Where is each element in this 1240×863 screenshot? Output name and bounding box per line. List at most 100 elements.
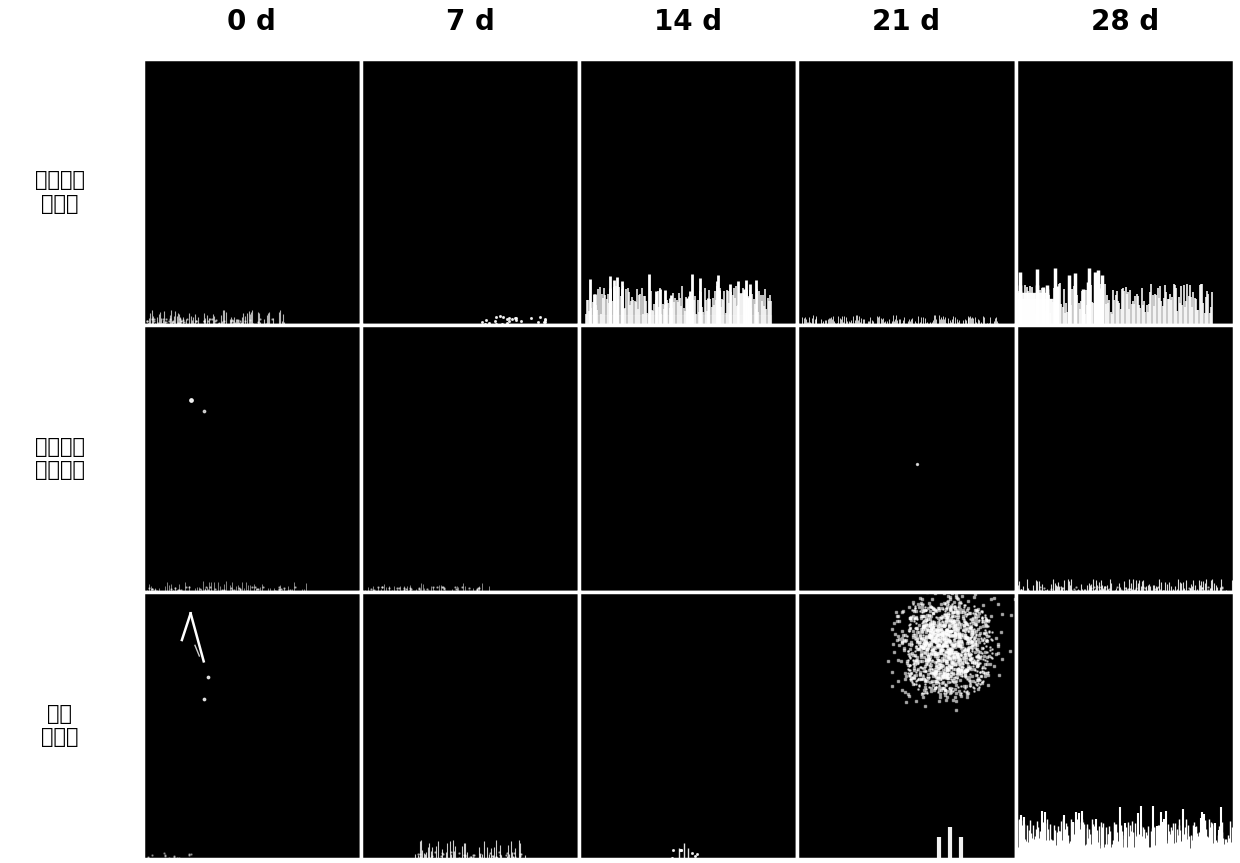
Point [898,662,918,676]
Point [924,640,944,654]
Point [914,628,934,642]
Point [939,662,959,676]
Point [950,620,970,634]
Point [954,640,973,654]
Point [889,614,909,628]
Point [932,627,952,640]
Point [1002,608,1022,622]
Point [931,609,951,623]
Point [887,609,906,623]
Point [967,649,987,663]
Point [955,664,975,677]
Point [932,653,952,667]
Point [1091,581,1111,595]
Point [1132,580,1152,594]
Point [906,639,926,652]
Point [941,683,961,696]
Point [973,598,993,612]
Point [914,631,934,645]
Point [909,601,929,614]
Point [894,643,914,657]
Point [941,645,961,658]
Point [941,643,961,657]
Point [944,666,963,680]
Point [918,612,937,626]
Point [936,602,956,615]
Point [939,589,959,603]
Point [200,580,219,594]
Point [949,638,968,652]
Point [929,633,949,646]
Point [940,644,960,658]
Point [965,638,985,652]
Point [988,639,1008,653]
Point [920,625,940,639]
Point [915,664,935,677]
Point [910,604,930,618]
Point [237,583,257,597]
Point [918,655,937,669]
Point [946,657,966,671]
Point [971,673,991,687]
Point [931,658,951,672]
Point [934,665,954,679]
Point [232,317,252,331]
Text: 0 d: 0 d [227,9,277,36]
Point [887,633,906,647]
Point [1153,584,1173,598]
Point [944,658,963,672]
Point [239,313,259,327]
Point [486,850,506,863]
Point [940,614,960,627]
Point [176,581,196,595]
Point [149,316,169,330]
Point [684,852,704,863]
Point [973,665,993,679]
Point [975,626,994,639]
Point [915,674,935,688]
Point [956,656,976,670]
Point [976,639,996,653]
Point [946,589,966,603]
Point [973,660,993,674]
Point [960,631,980,645]
Point [905,601,925,614]
Point [176,318,196,331]
Point [911,611,931,625]
Point [211,318,231,331]
Point [141,583,161,596]
Point [914,636,934,650]
Point [976,666,996,680]
Point [899,670,919,683]
Point [898,647,918,661]
Point [920,596,940,610]
Point [496,848,516,862]
Point [941,603,961,617]
Point [930,659,950,673]
Point [916,664,936,677]
Point [930,643,950,657]
Point [940,613,960,627]
Point [425,585,445,599]
Point [956,617,976,631]
Point [924,602,944,616]
Point [265,584,285,598]
Point [950,639,970,652]
Point [470,849,490,863]
Point [171,314,191,328]
Point [962,629,982,643]
Point [193,314,213,328]
Point [903,653,923,667]
Point [905,645,925,658]
Point [936,601,956,614]
Point [945,626,965,639]
Point [681,852,701,863]
Point [926,664,946,677]
Point [940,603,960,617]
Point [951,596,971,610]
Point [935,627,955,641]
Point [947,662,967,676]
Point [925,665,945,679]
Point [972,641,992,655]
Point [915,638,935,652]
